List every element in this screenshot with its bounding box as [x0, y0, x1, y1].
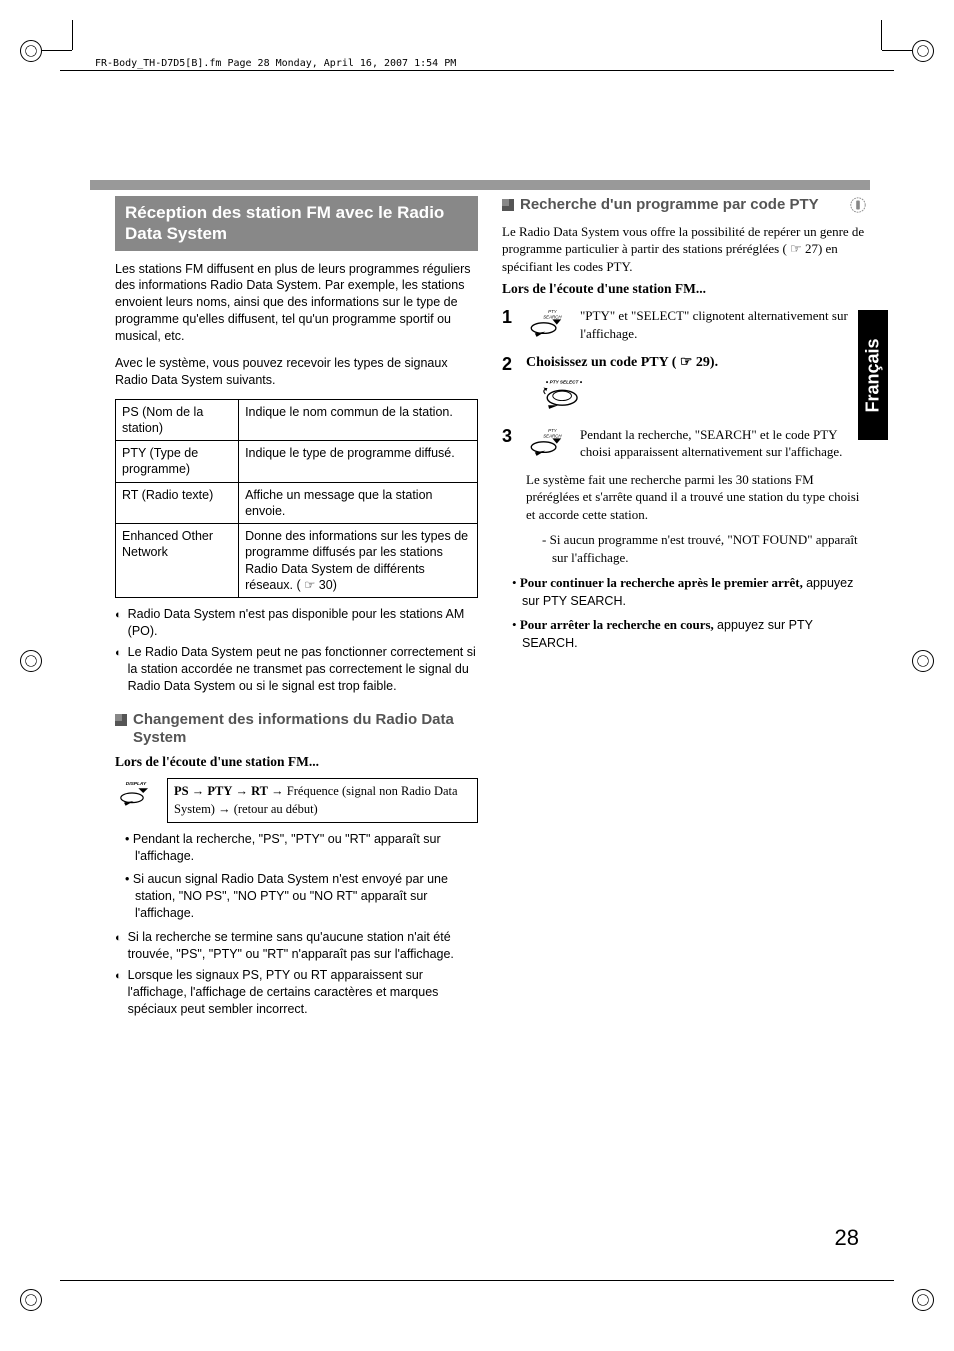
heading-bullet-icon: [115, 714, 127, 726]
crop-line: [42, 50, 72, 51]
note-item: Si la recherche se termine sans qu'aucun…: [115, 929, 478, 963]
pty-select-dial-icon: ● PTY SELECT ●: [536, 377, 580, 416]
note-icon: [115, 929, 122, 963]
intro-paragraph-2: Avec le système, vous pouvez recevoir le…: [115, 355, 478, 389]
right-column: Recherche d'un programme par code PTY Le…: [502, 196, 865, 1018]
step-text: Pendant la recherche, "SEARCH" et le cod…: [580, 426, 865, 461]
crop-mark-bl: [20, 1289, 42, 1311]
section-bar: [90, 180, 870, 190]
remote-only-badge-icon: [849, 196, 867, 214]
heading-bullet-icon: [502, 199, 514, 211]
crop-mark-tr: [912, 40, 934, 62]
crop-line: [882, 50, 912, 51]
bullet-item: Si aucun signal Radio Data System n'est …: [125, 871, 478, 922]
paragraph: Le Radio Data System vous offre la possi…: [502, 223, 865, 276]
note-item: Radio Data System n'est pas disponible p…: [115, 606, 478, 640]
svg-text:PTY: PTY: [548, 310, 558, 315]
step-number: 1: [502, 307, 516, 328]
step-number: 3: [502, 426, 516, 447]
left-column: Réception des station FM avec le Radio D…: [115, 196, 478, 1018]
svg-text:PTY: PTY: [548, 428, 558, 433]
context-line: Lors de l'écoute d'une station FM...: [115, 754, 478, 770]
subsection-heading: Recherche d'un programme par code PTY: [502, 196, 865, 215]
print-header: FR-Body_TH-D7D5[B].fm Page 28 Monday, Ap…: [95, 58, 456, 69]
pty-search-button-icon: PTY SEARCH: [526, 426, 570, 463]
step-text: "PTY" et "SELECT" clignotent alternative…: [580, 307, 865, 342]
table-row: PS (Nom de la station)Indique le nom com…: [116, 399, 478, 441]
table-row: Enhanced Other NetworkDonne des informat…: [116, 524, 478, 598]
table-row: RT (Radio texte)Affiche un message que l…: [116, 482, 478, 524]
note-icon: [115, 606, 122, 640]
crop-line: [72, 20, 73, 50]
bullet-item: Pour continuer la recherche après le pre…: [512, 574, 865, 610]
svg-text:SEARCH: SEARCH: [543, 433, 562, 438]
intro-paragraph-1: Les stations FM diffusent en plus de leu…: [115, 261, 478, 345]
rds-table: PS (Nom de la station)Indique le nom com…: [115, 399, 478, 599]
svg-text:DISPLAY: DISPLAY: [126, 781, 147, 787]
crop-mark-tl: [20, 40, 42, 62]
page-number: 28: [835, 1225, 859, 1251]
bullet-item: Pour arrêter la recherche en cours, appu…: [512, 616, 865, 652]
crop-mark-mr: [912, 650, 934, 672]
section-title: Réception des station FM avec le Radio D…: [115, 196, 478, 251]
bottom-rule: [60, 1280, 894, 1281]
note-icon: [115, 644, 122, 695]
dash-item: Si aucun programme n'est trouvé, "NOT FO…: [542, 531, 865, 566]
note-icon: [115, 967, 122, 1018]
step-heading: Choisissez un code PTY ( ☞ 29).: [526, 354, 865, 373]
crop-line: [881, 20, 882, 50]
bullet-item: Pendant la recherche, "PS", "PTY" ou "RT…: [125, 831, 478, 865]
svg-text:● PTY SELECT ●: ● PTY SELECT ●: [546, 380, 583, 385]
crop-mark-br: [912, 1289, 934, 1311]
context-line: Lors de l'écoute d'une station FM...: [502, 281, 865, 297]
note-item: Lorsque les signaux PS, PTY ou RT appara…: [115, 967, 478, 1018]
note-item: Le Radio Data System peut ne pas fonctio…: [115, 644, 478, 695]
crop-mark-ml: [20, 650, 42, 672]
top-rule: [60, 70, 894, 71]
table-row: PTY (Type de programme)Indique le type d…: [116, 441, 478, 483]
pty-search-button-icon: PTY SEARCH: [526, 307, 570, 344]
step-number: 2: [502, 354, 516, 375]
paragraph: Le système fait une recherche parmi les …: [526, 471, 865, 524]
svg-text:SEARCH: SEARCH: [543, 315, 562, 320]
display-sequence: PS → PTY → RT → Fréquence (signal non Ra…: [167, 778, 478, 823]
subsection-heading: Changement des informations du Radio Dat…: [115, 711, 478, 749]
display-button-icon: DISPLAY: [115, 778, 157, 813]
